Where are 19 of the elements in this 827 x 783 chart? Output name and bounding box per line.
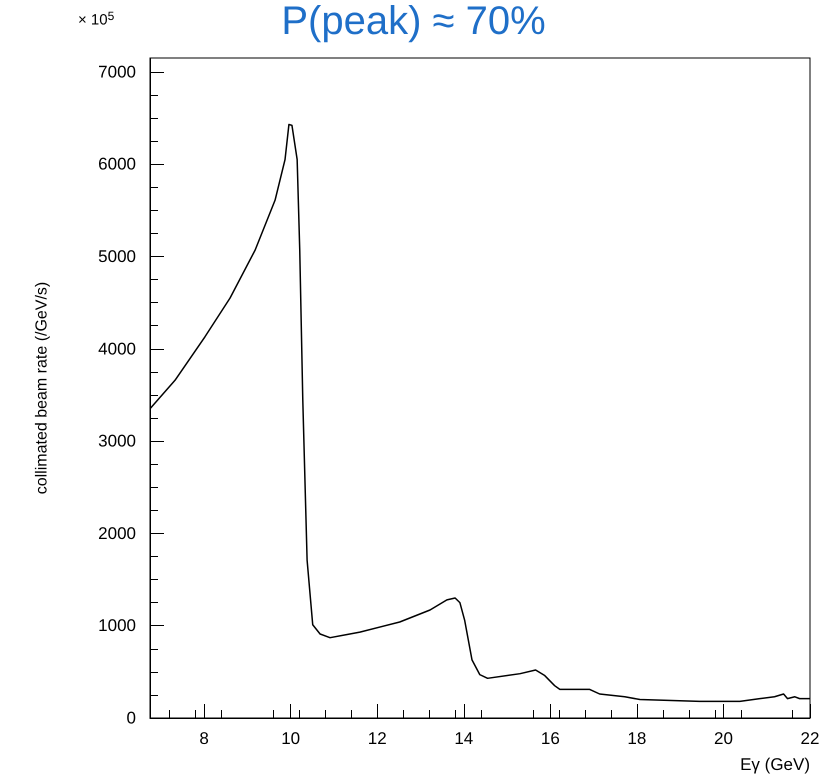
x-tick-label: 16	[540, 729, 560, 748]
y-tick-label: 6000	[98, 154, 136, 174]
x-tick-label: 8	[199, 729, 209, 748]
y-tick-label: 3000	[98, 432, 136, 451]
y-tick-label: 7000	[98, 62, 136, 82]
x-tick-label: 22	[800, 729, 820, 748]
x-tick-label: 10	[281, 729, 300, 748]
y-tick-label: 2000	[98, 524, 136, 543]
x-tick-label: 18	[627, 729, 646, 748]
x-tick-label: 14	[454, 729, 474, 748]
x-axis-title: Eγ (GeV)	[740, 755, 810, 774]
y-tick-label: 1000	[98, 616, 136, 636]
y-tick-label: 4000	[98, 339, 136, 358]
y-tick-label: 5000	[98, 246, 136, 266]
y-tick-label: 0	[126, 708, 136, 728]
chart-title: P(peak) ≈ 70%	[281, 0, 546, 43]
x-tick-label: 20	[714, 729, 733, 748]
y-axis-title: collimated beam rate (/GeV/s)	[34, 282, 50, 494]
x-tick-label: 12	[368, 729, 387, 748]
